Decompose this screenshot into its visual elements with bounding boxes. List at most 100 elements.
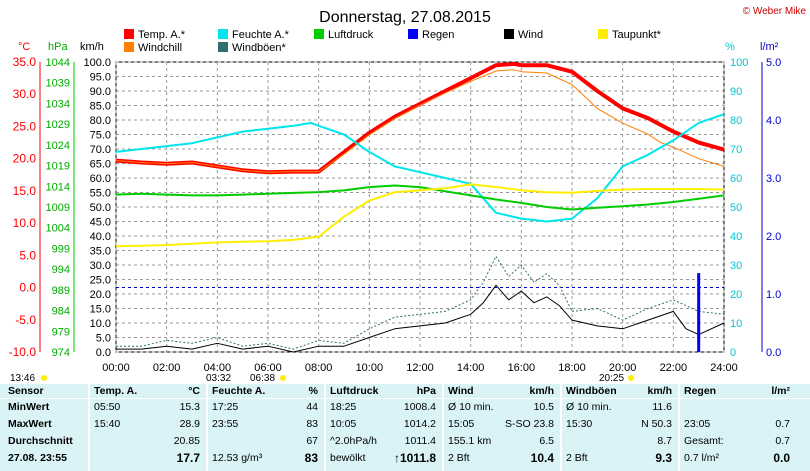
header-wind: Wind — [448, 385, 474, 397]
stat-boeen-val: 9.3 — [655, 451, 672, 465]
stat-boeen-a: Ø 10 min. — [566, 401, 612, 413]
temp-tick-label: 20.0 — [13, 152, 37, 166]
humidity-tick-label: 50 — [730, 202, 742, 214]
series-windb-en — [116, 255, 725, 350]
x-tick-label: 16:00 — [508, 362, 536, 374]
stat-druck-time: bewölkt — [330, 452, 366, 464]
header-temp-unit: °C — [188, 385, 200, 397]
header-luftdruck-unit: hPa — [416, 385, 436, 397]
humidity-tick-label: 100 — [730, 57, 748, 69]
sunrise-icon — [280, 375, 286, 381]
stat-feuchte-val: 67 — [306, 435, 318, 447]
header-sensor: Sensor — [8, 385, 44, 397]
stat-temp-val: 28.9 — [179, 418, 200, 430]
statistics-table: Sensor Temp. A. °C Feuchte A. % Luftdruc… — [0, 384, 810, 471]
temp-tick-label: 0.0 — [19, 281, 36, 295]
temp-unit-label: °C — [18, 41, 30, 53]
temp-tick-label: 30.0 — [13, 87, 37, 101]
stat-druck-time: ^2.0hPa/h — [330, 435, 377, 447]
pressure-tick-label: 984 — [52, 306, 70, 318]
header-temp: Temp. A. — [94, 385, 138, 397]
stat-temp-val: 17.7 — [176, 451, 200, 465]
pressure-tick-label: 1039 — [46, 78, 70, 90]
legend-label: Taupunkt* — [612, 29, 662, 41]
humidity-tick-label: 0 — [730, 347, 736, 359]
legend-swatch — [124, 42, 134, 52]
wind-tick-label: 80.0 — [90, 115, 111, 127]
sunrise-label: 06:38 — [250, 373, 275, 384]
legend-label: Luftdruck — [328, 29, 374, 41]
header-regen-unit: l/m² — [771, 385, 790, 397]
temp-tick-label: 15.0 — [13, 184, 37, 198]
stat-regen-val: 0.7 — [775, 435, 790, 447]
stat-feuchte-val: 83 — [306, 418, 318, 430]
rain-tick-label: 5.0 — [766, 57, 781, 69]
wind-tick-label: 55.0 — [90, 188, 111, 200]
stat-wind-a: 2 Bft — [448, 452, 470, 464]
rain-tick-label: 1.0 — [766, 289, 781, 301]
sunset-label: 20:25 — [599, 373, 624, 384]
moonrise-label: 03:32 — [206, 373, 231, 384]
series-wind — [116, 284, 725, 353]
stat-feuchte-time: 17:25 — [212, 401, 239, 413]
legend-swatch — [218, 29, 228, 39]
wind-tick-label: 90.0 — [90, 86, 111, 98]
series-feuchte-a — [115, 113, 725, 223]
stat-boeen-val: 11.6 — [652, 401, 672, 413]
x-tick-label: 20:00 — [609, 362, 637, 374]
wind-tick-label: 15.0 — [90, 304, 111, 316]
wind-unit-label: km/h — [80, 41, 104, 53]
stat-wind-b: S-SO 23.8 — [504, 418, 554, 430]
header-feuchte-unit: % — [308, 385, 318, 397]
stat-feuchte-time: 12.53 g/m³ — [212, 452, 263, 464]
humidity-tick-label: 60 — [730, 173, 742, 185]
legend-swatch — [314, 29, 324, 39]
legend-label: Feuchte A.* — [232, 29, 290, 41]
stat-boeen-a: 15:30 — [566, 418, 593, 430]
stat-boeen-b: N 50.3 — [641, 418, 672, 430]
pressure-tick-label: 1009 — [46, 202, 70, 214]
stat-regen-a: Gesamt: — [684, 435, 724, 447]
rain-tick-label: 2.0 — [766, 231, 781, 243]
wind-tick-label: 65.0 — [90, 159, 111, 171]
stat-regen-val: 0.0 — [773, 451, 790, 465]
x-tick-label: 06:00 — [254, 362, 282, 374]
wind-tick-label: 30.0 — [90, 260, 111, 272]
header-luftdruck: Luftdruck — [330, 385, 379, 397]
stat-wind-a: 155.1 km — [448, 435, 492, 447]
header-feuchte: Feuchte A. — [212, 385, 266, 397]
pressure-tick-label: 1004 — [46, 223, 70, 235]
legend-label: Windböen* — [232, 42, 287, 54]
chart-title: Donnerstag, 27.08.2015 — [319, 9, 491, 26]
stat-feuchte-val: 44 — [306, 401, 318, 413]
x-tick-label: 24:00 — [710, 362, 738, 374]
humidity-unit-label: % — [725, 41, 735, 53]
x-tick-label: 12:00 — [406, 362, 434, 374]
legend-swatch — [504, 29, 514, 39]
stat-label: MinWert — [8, 401, 50, 413]
legend-swatch — [408, 29, 418, 39]
wind-tick-label: 20.0 — [90, 289, 111, 301]
humidity-tick-label: 70 — [730, 144, 742, 156]
rain-unit-label: l/m² — [760, 41, 779, 53]
wind-tick-label: 70.0 — [90, 144, 111, 156]
x-tick-label: 08:00 — [305, 362, 333, 374]
stat-wind-val: 10.4 — [530, 451, 554, 465]
wind-tick-label: 95.0 — [90, 72, 111, 84]
stat-wind-a: Ø 10 min. — [448, 401, 494, 413]
x-tick-label: 04:00 — [204, 362, 232, 374]
pressure-tick-label: 1044 — [46, 57, 70, 69]
sun-marker — [41, 375, 47, 381]
series-luftdruck — [115, 184, 725, 211]
temp-tick-label: 25.0 — [13, 119, 37, 133]
stat-regen-a: 23:05 — [684, 418, 711, 430]
pressure-tick-label: 994 — [52, 264, 70, 276]
x-tick-label: 02:00 — [153, 362, 181, 374]
legend-label: Windchill — [138, 42, 182, 54]
stat-label: MaxWert — [8, 418, 52, 430]
legend-label: Wind — [518, 29, 543, 41]
wind-tick-label: 35.0 — [90, 246, 111, 258]
humidity-tick-label: 40 — [730, 231, 742, 243]
stat-boeen-a: 2 Bft — [566, 452, 588, 464]
legend-swatch — [598, 29, 608, 39]
